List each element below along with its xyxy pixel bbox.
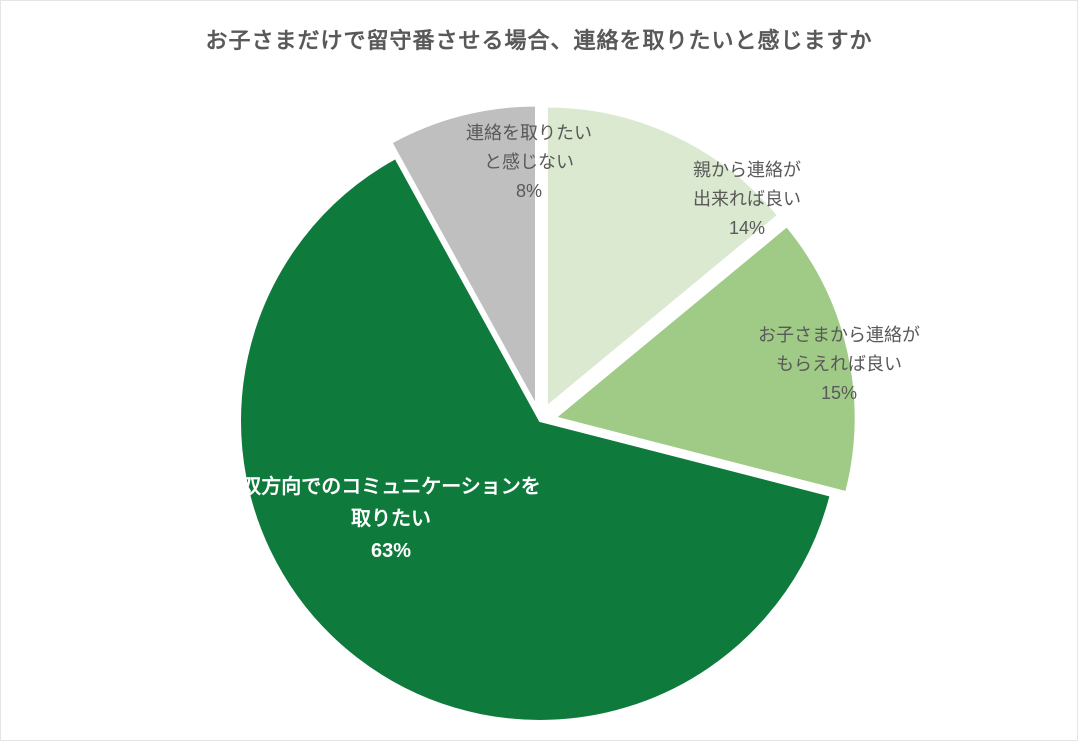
slice-child-contact-label-line: お子さまから連絡が <box>758 321 920 350</box>
slice-not-feel-label-line: 8% <box>466 177 592 206</box>
slice-parent-contact-label-line: 14% <box>693 214 801 243</box>
slice-not-feel-label-line: 連絡を取りたい <box>466 119 592 148</box>
slice-two-way-label-line: 取りたい <box>241 503 541 535</box>
slice-parent-contact-label-line: 出来れば良い <box>693 185 801 214</box>
slice-child-contact-label: お子さまから連絡がもらえれば良い15% <box>758 321 920 407</box>
slice-parent-contact-label: 親から連絡が出来れば良い14% <box>693 156 801 242</box>
slice-child-contact-label-line: 15% <box>758 379 920 408</box>
slice-parent-contact-label-line: 親から連絡が <box>693 156 801 185</box>
slice-not-feel-label: 連絡を取りたいと感じない8% <box>466 119 592 205</box>
slice-child-contact-label-line: もらえれば良い <box>758 350 920 379</box>
slice-two-way-label-line: 双方向でのコミュニケーションを <box>241 471 541 503</box>
slice-two-way-label: 双方向でのコミュニケーションを取りたい63% <box>241 471 541 567</box>
slice-not-feel-label-line: と感じない <box>466 148 592 177</box>
pie-chart: 親から連絡が出来れば良い14% お子さまから連絡がもらえれば良い15% 双方向でのコ… <box>1 1 1077 740</box>
slice-two-way-label-line: 63% <box>241 535 541 567</box>
chart-container: お子さまだけで留守番させる場合、連絡を取りたいと感じますか 親から連絡が出来れば… <box>0 0 1078 741</box>
